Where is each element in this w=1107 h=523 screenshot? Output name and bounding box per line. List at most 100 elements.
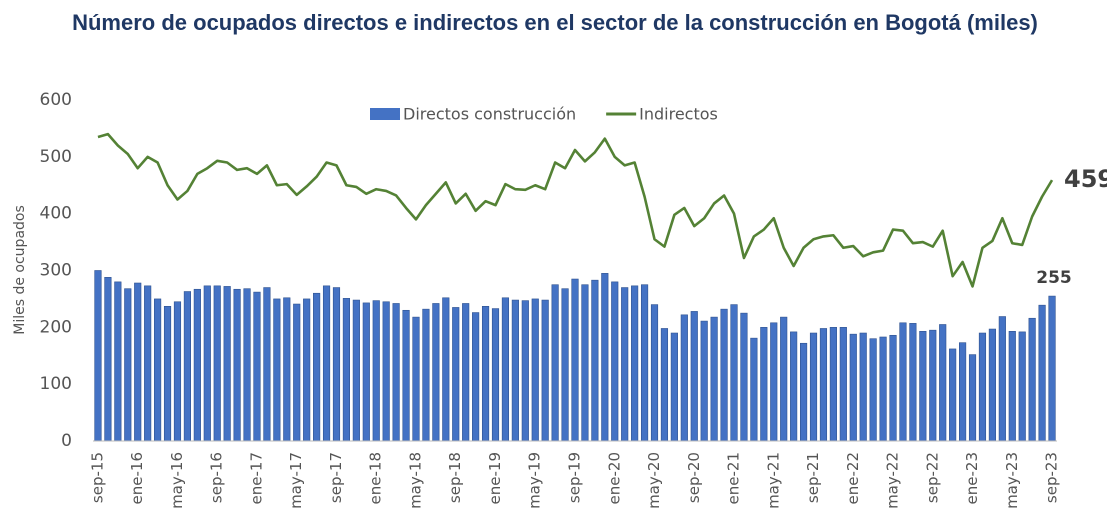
- y-tick-label: 100: [40, 374, 72, 394]
- bar: [959, 342, 967, 442]
- legend-label: Directos construcción: [403, 105, 576, 124]
- x-tick-label: ene-23: [963, 452, 981, 504]
- bar: [173, 301, 182, 442]
- bar: [809, 332, 818, 442]
- bar: [581, 284, 589, 442]
- bar: [134, 282, 142, 442]
- bar: [481, 306, 490, 442]
- bar: [939, 324, 947, 442]
- bar: [690, 311, 698, 442]
- bar: [750, 337, 758, 442]
- x-tick-label: ene-20: [605, 452, 623, 504]
- bar: [631, 285, 639, 442]
- bar: [293, 303, 301, 442]
- bar: [660, 328, 669, 442]
- y-tick-label: 200: [40, 317, 72, 337]
- bar: [521, 300, 529, 442]
- bar: [968, 354, 977, 442]
- x-tick-label: ene-17: [247, 452, 265, 504]
- x-tick-label: may-19: [526, 452, 544, 509]
- bar: [949, 348, 957, 442]
- bar: [462, 303, 470, 442]
- data-label: 255: [1036, 268, 1072, 288]
- y-tick-label: 0: [61, 431, 72, 451]
- bar: [561, 288, 569, 442]
- bar: [203, 285, 211, 442]
- bar: [571, 278, 579, 442]
- bar: [392, 303, 400, 442]
- bar: [233, 288, 241, 442]
- bar: [283, 297, 291, 442]
- bar: [263, 287, 271, 442]
- x-tick-label: ene-16: [128, 452, 146, 504]
- x-tick-label: may-20: [645, 452, 663, 509]
- bar: [700, 320, 708, 442]
- x-tick-label: may-21: [764, 452, 782, 509]
- bar: [332, 287, 341, 442]
- bar: [780, 316, 788, 442]
- bar: [432, 303, 440, 442]
- bar: [412, 316, 420, 442]
- bar: [511, 299, 519, 442]
- bar: [899, 322, 907, 442]
- x-tick-label: sep-16: [208, 452, 226, 503]
- bar: [1038, 304, 1046, 442]
- bar: [859, 332, 867, 442]
- x-tick-label: may-17: [287, 452, 305, 509]
- bar: [541, 299, 549, 442]
- x-tick-label: sep-17: [327, 452, 345, 503]
- bar: [1048, 295, 1056, 442]
- bar: [452, 307, 460, 442]
- x-tick-label: sep-20: [685, 452, 703, 503]
- bar: [491, 308, 500, 442]
- bar: [551, 284, 559, 442]
- bar: [531, 298, 539, 442]
- bar: [243, 288, 251, 442]
- y-tick-label: 600: [40, 90, 72, 110]
- bar: [382, 301, 390, 442]
- x-tick-label: may-16: [168, 452, 186, 509]
- bar: [929, 329, 937, 442]
- bar: [978, 332, 987, 442]
- bar: [501, 297, 510, 442]
- x-tick-label: sep-23: [1043, 452, 1061, 503]
- bar: [869, 338, 877, 442]
- bar: [322, 285, 331, 442]
- x-tick-label: sep-21: [804, 452, 822, 503]
- bar: [909, 323, 917, 442]
- bar: [303, 298, 311, 442]
- bar: [760, 327, 768, 442]
- bar: [799, 342, 808, 442]
- bar: [183, 291, 191, 442]
- bar: [621, 287, 629, 442]
- chart-title: Número de ocupados directos e indirectos…: [72, 10, 1038, 35]
- bar: [988, 328, 996, 442]
- bar: [213, 285, 221, 442]
- bar: [998, 316, 1006, 442]
- bar: [193, 288, 201, 442]
- bar: [362, 302, 370, 442]
- bar: [442, 297, 450, 442]
- bar: [253, 291, 261, 442]
- bar: [1028, 317, 1036, 442]
- bar: [591, 279, 599, 442]
- x-tick-label: sep-15: [88, 452, 106, 503]
- bar: [839, 327, 847, 442]
- bar: [94, 270, 102, 442]
- bar: [770, 322, 778, 442]
- x-tick-label: ene-22: [844, 452, 862, 504]
- y-tick-label: 400: [40, 204, 72, 224]
- x-tick-label: may-23: [1003, 452, 1021, 509]
- bar: [849, 333, 857, 442]
- bar: [104, 277, 112, 442]
- x-tick-label: ene-19: [486, 452, 504, 504]
- y-tick-label: 500: [40, 147, 72, 167]
- x-tick-label: may-18: [406, 452, 424, 509]
- bar: [402, 309, 410, 442]
- bar: [273, 298, 281, 442]
- bar: [144, 285, 152, 442]
- x-tick-label: may-22: [884, 452, 902, 509]
- bar: [163, 306, 172, 442]
- bar: [889, 334, 897, 442]
